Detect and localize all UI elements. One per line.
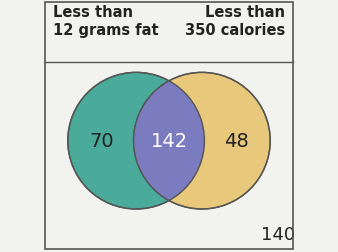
Circle shape [68, 73, 204, 209]
Circle shape [68, 73, 204, 209]
Text: 142: 142 [150, 132, 188, 151]
Circle shape [134, 73, 270, 209]
Text: Less than
12 grams fat: Less than 12 grams fat [53, 5, 158, 38]
Text: 70: 70 [90, 132, 114, 151]
Text: Less than
350 calories: Less than 350 calories [185, 5, 285, 38]
Text: 48: 48 [224, 132, 248, 151]
Circle shape [134, 73, 270, 209]
Circle shape [134, 73, 270, 209]
Text: 140: 140 [261, 225, 295, 243]
Circle shape [68, 73, 204, 209]
